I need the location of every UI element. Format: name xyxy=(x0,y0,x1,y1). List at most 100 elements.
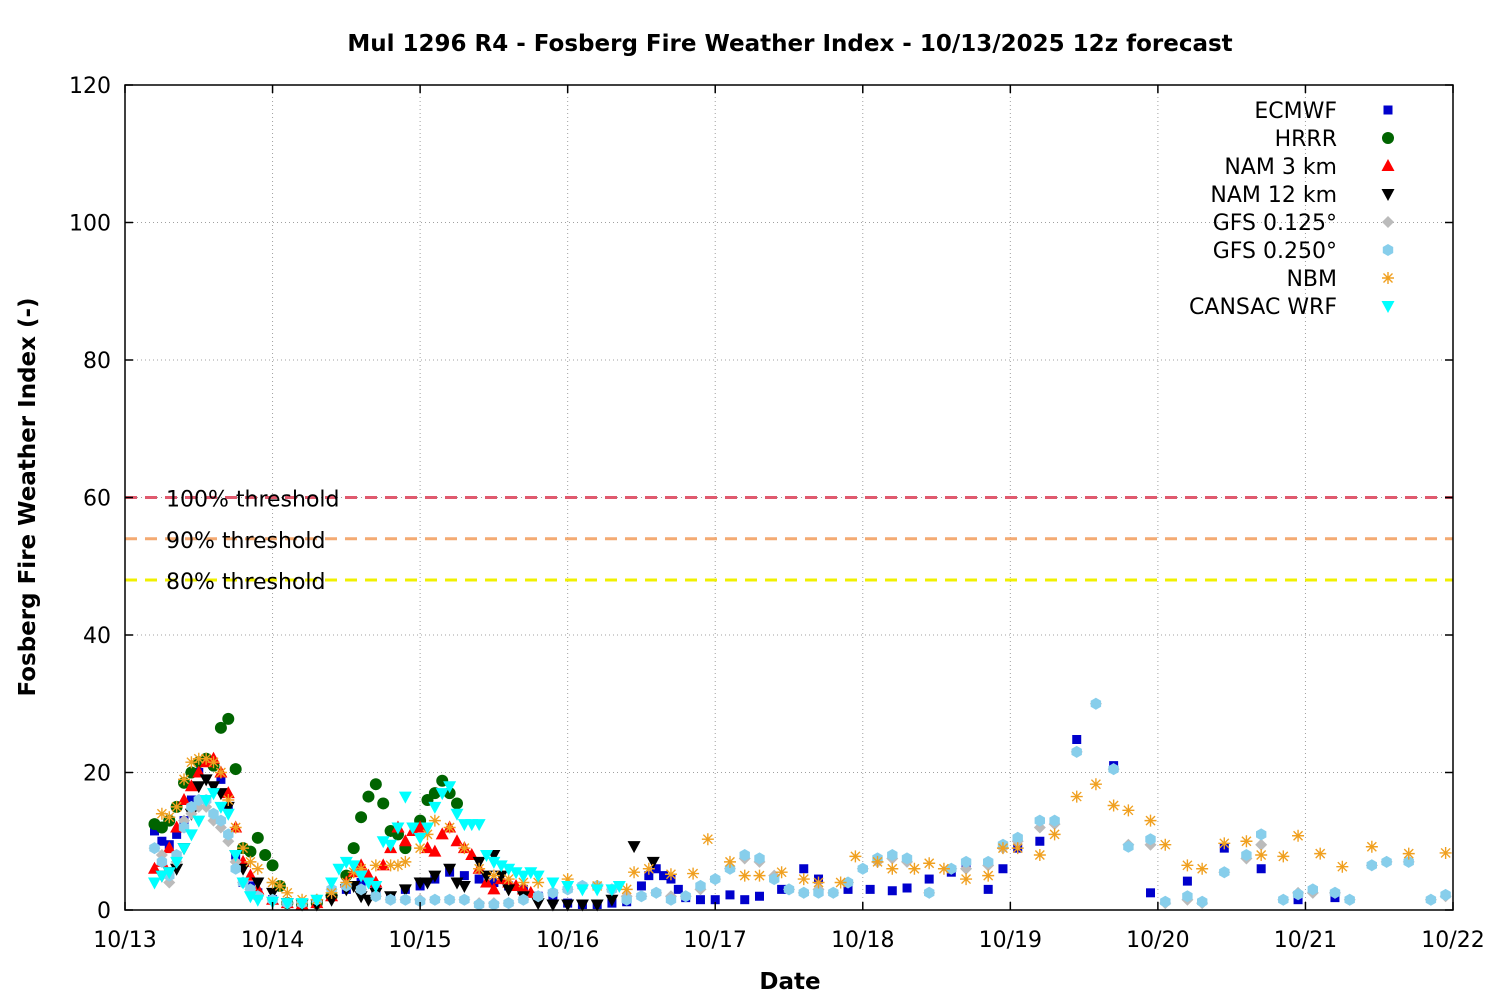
data-point xyxy=(215,814,227,827)
data-point xyxy=(450,808,464,821)
legend-marker xyxy=(1381,189,1395,201)
data-point xyxy=(369,778,382,791)
data-point xyxy=(273,879,286,892)
data-point xyxy=(946,862,957,875)
data-point xyxy=(1366,859,1377,872)
data-point xyxy=(960,873,973,886)
data-point xyxy=(488,898,500,911)
x-tick-label: 10/21 xyxy=(1274,928,1337,953)
data-point xyxy=(1107,799,1120,812)
data-point xyxy=(775,866,788,879)
data-point xyxy=(1070,790,1083,803)
data-point xyxy=(473,862,486,875)
x-tick-label: 10/13 xyxy=(93,928,156,953)
data-point xyxy=(753,869,766,882)
legend-label: GFS 0.125° xyxy=(1213,211,1337,236)
data-point xyxy=(413,832,427,845)
data-point xyxy=(531,898,545,911)
data-point xyxy=(472,819,486,832)
data-point xyxy=(178,773,191,786)
data-point xyxy=(646,856,660,869)
data-points xyxy=(148,697,1452,912)
data-point xyxy=(391,859,404,872)
data-point xyxy=(546,877,560,890)
legend-marker xyxy=(1382,244,1394,256)
data-point xyxy=(157,836,167,846)
data-point xyxy=(186,800,197,813)
data-point xyxy=(886,862,899,875)
y-tick-label: 0 xyxy=(97,899,111,924)
data-point xyxy=(192,815,206,828)
data-point xyxy=(428,844,442,857)
data-point xyxy=(184,779,198,792)
data-point xyxy=(295,898,309,911)
data-point xyxy=(214,766,227,779)
data-point xyxy=(459,871,469,881)
data-point xyxy=(502,863,516,876)
data-point xyxy=(701,833,714,846)
data-point xyxy=(1160,895,1171,908)
data-point xyxy=(1049,814,1060,827)
data-point xyxy=(487,882,501,895)
data-point xyxy=(355,862,368,875)
data-point xyxy=(695,895,705,905)
data-point xyxy=(724,862,736,875)
data-point xyxy=(636,890,647,903)
data-point xyxy=(340,876,353,889)
data-point xyxy=(443,863,457,876)
data-point xyxy=(518,893,529,906)
data-point xyxy=(509,867,523,880)
data-point xyxy=(222,794,235,806)
data-point xyxy=(901,852,913,865)
data-point xyxy=(1196,862,1209,875)
data-point xyxy=(251,877,265,890)
data-point xyxy=(480,850,494,862)
data-point xyxy=(361,877,375,890)
data-point xyxy=(797,873,810,886)
data-point xyxy=(354,891,368,904)
data-point xyxy=(1292,888,1304,901)
data-point xyxy=(1012,831,1023,844)
data-point xyxy=(923,857,936,870)
data-point xyxy=(214,801,228,814)
y-tick-label: 120 xyxy=(69,74,111,99)
data-point xyxy=(531,870,545,883)
x-tick-label: 10/22 xyxy=(1421,928,1484,953)
data-point xyxy=(222,712,235,725)
data-point xyxy=(983,855,994,868)
data-point xyxy=(754,852,765,865)
data-point xyxy=(150,826,160,836)
data-point xyxy=(474,874,484,884)
y-tick-label: 80 xyxy=(83,349,111,374)
data-point xyxy=(170,800,183,813)
data-point xyxy=(428,814,441,827)
data-point xyxy=(651,886,662,899)
data-point xyxy=(428,801,442,814)
data-point xyxy=(347,860,361,873)
data-point xyxy=(457,880,471,893)
y-tick-label: 20 xyxy=(83,762,111,787)
data-point xyxy=(162,867,176,880)
data-point xyxy=(487,856,501,869)
data-point xyxy=(398,884,412,897)
legend-label: HRRR xyxy=(1275,127,1337,152)
data-point xyxy=(561,873,574,886)
data-point xyxy=(354,870,368,883)
data-point xyxy=(149,842,160,855)
ticks: 10/13 10/14 10/15 10/16 10/17 10/18 10/19 10/20… xyxy=(69,74,1485,953)
data-point xyxy=(1146,888,1156,898)
data-point xyxy=(355,811,368,824)
data-point xyxy=(857,862,868,875)
data-point xyxy=(1089,778,1102,791)
data-point xyxy=(420,822,434,835)
data-point xyxy=(1033,849,1046,861)
data-point xyxy=(199,774,213,787)
data-point xyxy=(627,841,641,854)
threshold-label: 80% threshold xyxy=(166,570,326,595)
data-point xyxy=(887,886,897,896)
data-point xyxy=(813,886,824,899)
data-point xyxy=(280,898,294,911)
data-point xyxy=(450,877,464,890)
data-point xyxy=(524,867,538,880)
data-point xyxy=(725,890,735,900)
